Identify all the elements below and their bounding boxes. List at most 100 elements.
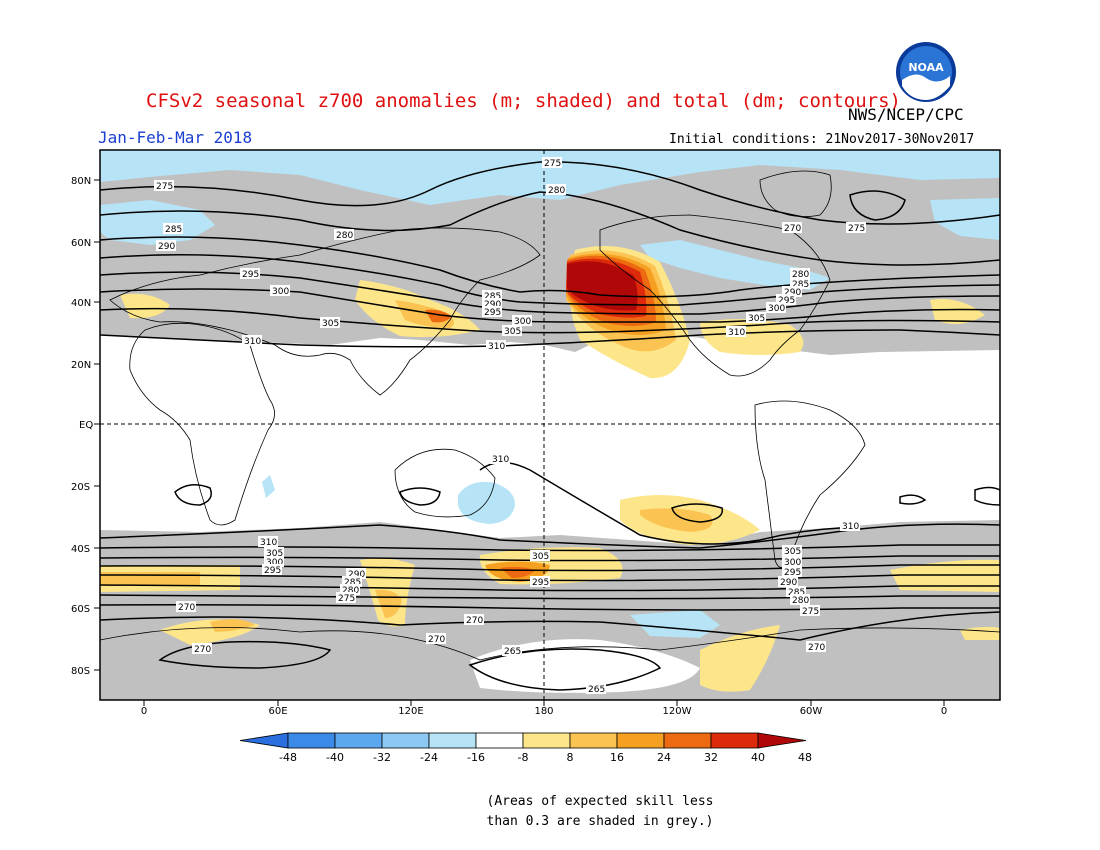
colorbar-swatch [663, 732, 712, 749]
lat-label: EQ [79, 420, 93, 431]
contour-label: 305 [784, 547, 801, 557]
negative-anomaly-indian [262, 475, 275, 498]
colorbar-swatch [475, 732, 524, 749]
lat-label: 20N [71, 360, 91, 371]
lon-label: 0 [941, 706, 947, 717]
contour-label: 310 [728, 328, 745, 338]
contour-label: 295 [264, 566, 281, 576]
positive-anomaly-antarctic-coast-core [210, 619, 255, 632]
colorbar-swatch [569, 732, 618, 749]
negative-anomaly-canada [640, 240, 830, 290]
contour-280 [100, 191, 1000, 266]
contour-label: 275 [338, 594, 355, 604]
latitude-axis [94, 179, 100, 671]
colorbar-swatch [334, 732, 383, 749]
contour-label: 270 [784, 224, 801, 234]
contour-label: 310 [260, 538, 277, 548]
coastline-antarctica [100, 627, 1000, 661]
contour-label: 305 [504, 327, 521, 337]
colorbar-label: 40 [751, 751, 765, 764]
lon-label: 120W [663, 706, 692, 717]
positive-anomaly-pacific-core4 [567, 261, 638, 311]
colorbar-label: -8 [518, 751, 529, 764]
contour-label: 270 [428, 635, 445, 645]
contour-label: 290 [780, 578, 797, 588]
contour-label: 275 [848, 224, 865, 234]
contour-305 [100, 307, 1000, 334]
colorbar-label: -48 [279, 751, 297, 764]
colorbar-swatch [710, 732, 759, 749]
contour-label: 280 [548, 186, 565, 196]
contour-label: 290 [784, 288, 801, 298]
contour-label: 275 [156, 182, 173, 192]
contour-label: 285 [165, 225, 182, 235]
contour-label: 285 [792, 280, 809, 290]
contour-closed-atlantic [899, 494, 927, 505]
contour-label: 290 [484, 300, 501, 310]
contour-label: 300 [514, 317, 531, 327]
contour-label: 305 [322, 319, 339, 329]
contour-270-south [100, 611, 1000, 641]
coastline-africa [129, 322, 275, 526]
colorbar-swatch [616, 732, 665, 749]
coastline-australia [394, 448, 496, 518]
contour-closed-pacific [671, 503, 724, 523]
lat-label: 40N [71, 298, 91, 309]
colorbar-swatch [381, 732, 430, 749]
colorbar-label: 32 [704, 751, 718, 764]
contour-label: 300 [768, 304, 785, 314]
contour-label: 265 [588, 685, 605, 695]
colorbar-swatch [287, 732, 336, 749]
positive-anomaly-north-america [700, 319, 804, 355]
lon-label: 60W [800, 706, 823, 717]
contour-label: 285 [484, 292, 501, 302]
colorbar-label: -40 [326, 751, 344, 764]
contour-label: 290 [348, 570, 365, 580]
contour-label: 280 [792, 270, 809, 280]
positive-anomaly-south-pacific-core [640, 508, 713, 532]
contour-closed-greenland [849, 190, 906, 221]
contour-closed-australia [399, 487, 441, 506]
contour-295 [100, 271, 1000, 315]
contour-label: 305 [532, 552, 549, 562]
contour-label: 270 [808, 643, 825, 653]
contour-label: 310 [488, 342, 505, 352]
positive-anomaly-weddell [700, 625, 780, 692]
contour-label: 270 [194, 645, 211, 655]
contour-290 [100, 254, 1000, 306]
contour-label: 295 [778, 296, 795, 306]
contour-275-south [100, 604, 1000, 611]
noaa-logo-icon: NOAA [896, 42, 956, 102]
lat-label: 20S [71, 482, 90, 493]
contour-label: 275 [544, 159, 561, 169]
contour-label: 265 [504, 647, 521, 657]
contour-label: 295 [784, 568, 801, 578]
contour-label: 300 [266, 558, 283, 568]
contour-label: 305 [266, 549, 283, 559]
colorbar-label: 8 [567, 751, 574, 764]
forecast-period: Jan-Feb-Mar 2018 [98, 128, 253, 147]
lon-label: 60E [268, 706, 287, 717]
contour-label: 275 [802, 607, 819, 617]
contour-label: 300 [272, 287, 289, 297]
positive-anomaly-east-europe [930, 299, 985, 324]
negative-anomaly-arctic [100, 150, 1000, 205]
positive-anomaly-europe [120, 293, 170, 319]
coastline-greenland [759, 170, 832, 218]
colorbar-label: 48 [798, 751, 812, 764]
contour-closed-africa [174, 484, 212, 506]
lat-label: 60S [71, 604, 90, 615]
contour-label: 290 [158, 242, 175, 252]
contour-label: 285 [788, 588, 805, 598]
initial-conditions: Initial conditions: 21Nov2017-30Nov2017 [669, 132, 975, 147]
contour-label: 295 [484, 308, 501, 318]
lon-label: 180 [534, 706, 553, 717]
contour-label: 310 [244, 337, 261, 347]
lat-label: 60N [71, 238, 91, 249]
longitude-axis [143, 700, 945, 706]
contour-280-south [100, 594, 1000, 600]
colorbar-label: 16 [610, 751, 624, 764]
agency-label: NWS/NCEP/CPC [848, 105, 964, 124]
contour-310-north [100, 329, 1000, 348]
colorbar-swatch [522, 732, 571, 749]
